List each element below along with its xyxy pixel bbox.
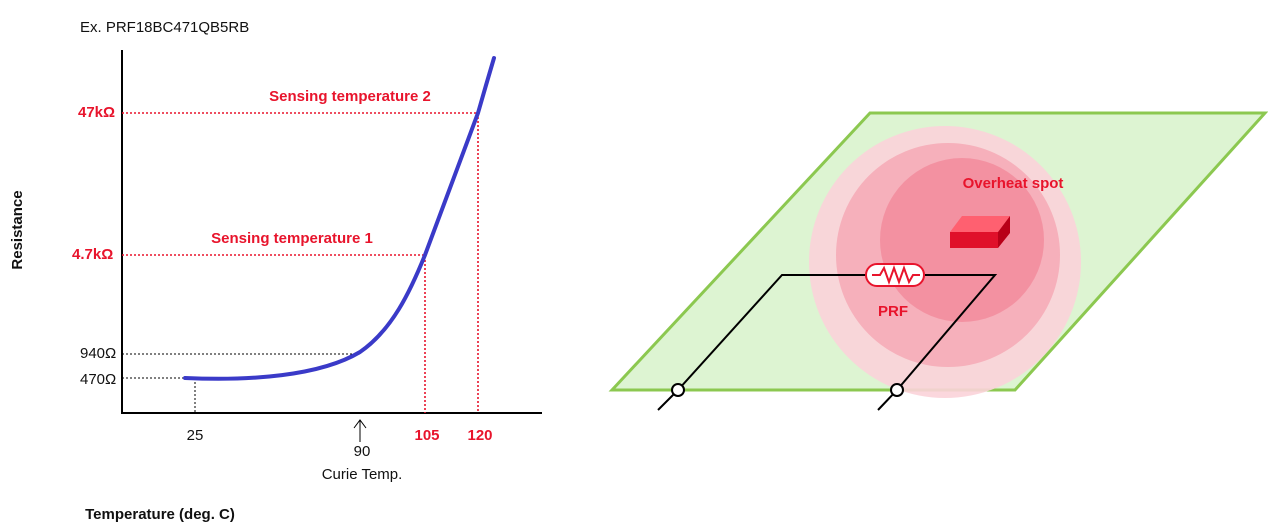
y-label: 470Ω — [80, 371, 116, 388]
x-label: 105 — [414, 427, 439, 444]
figure: Ex. PRF18BC471QB5RB Resistance Temperatu… — [0, 0, 1268, 530]
terminal — [672, 384, 684, 396]
reference-guides — [122, 354, 360, 413]
component-label: PRF — [878, 303, 908, 320]
x-label: 90 — [354, 443, 371, 460]
resistance-curve — [185, 58, 494, 379]
y-label: 940Ω — [80, 345, 116, 362]
x-label: 25 — [187, 427, 204, 444]
curie-arrow — [354, 420, 366, 442]
x-label: 120 — [467, 427, 492, 444]
annotation: Sensing temperature 1 — [211, 230, 373, 247]
spot-label: Overheat spot — [963, 175, 1064, 192]
y-label: 47kΩ — [78, 104, 115, 121]
y-axis-title: Resistance — [9, 190, 26, 269]
x-note: Curie Temp. — [322, 466, 403, 483]
y-label: 4.7kΩ — [72, 246, 113, 263]
prf-resistor — [866, 264, 924, 286]
hot-component — [950, 216, 1010, 248]
x-axis-title: Temperature (deg. C) — [85, 506, 235, 523]
example-label: Ex. PRF18BC471QB5RB — [80, 19, 249, 36]
terminal — [891, 384, 903, 396]
annotation: Sensing temperature 2 — [269, 88, 431, 105]
sensing-guides — [122, 113, 478, 413]
